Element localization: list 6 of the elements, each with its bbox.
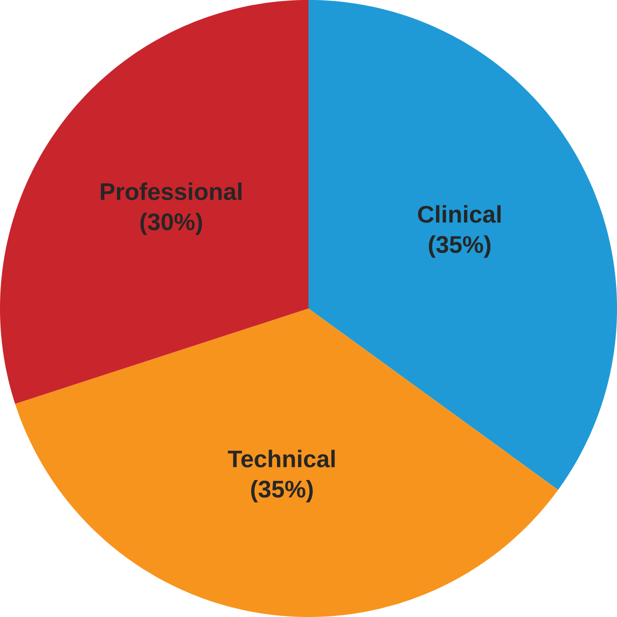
slice-label: Clinical [418, 205, 501, 223]
slice-label: Technical [228, 450, 335, 468]
data-label: (35%) [251, 480, 313, 502]
data-label: (30%) [140, 212, 202, 236]
data-label: (35%) [428, 235, 490, 258]
slice-label: Professional [100, 182, 242, 200]
